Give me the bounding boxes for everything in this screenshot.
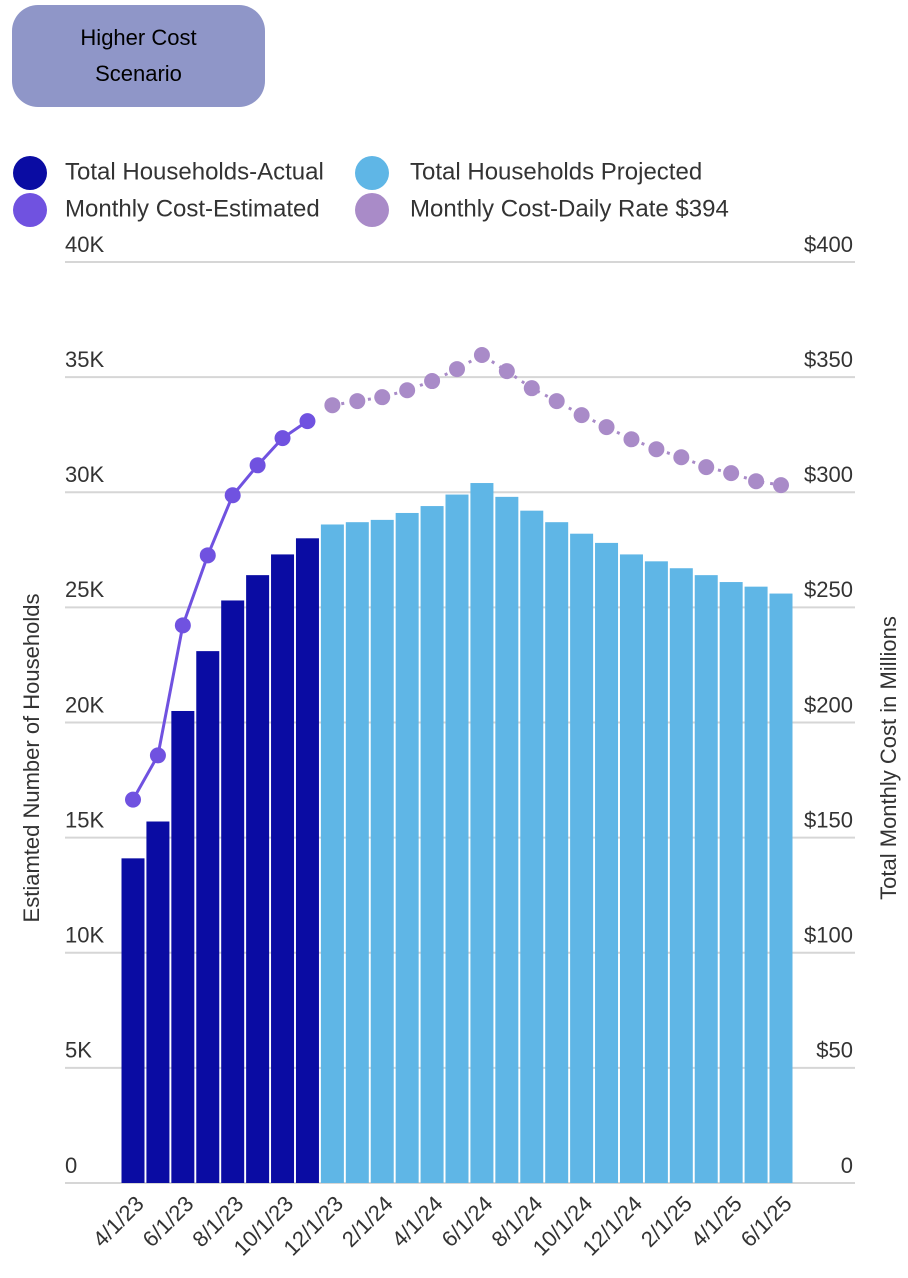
point — [498, 363, 515, 380]
point — [424, 373, 441, 390]
point — [648, 441, 665, 458]
y2-tick-label: $200 — [804, 692, 853, 717]
scenario-button[interactable]: Higher Cost Scenario — [12, 5, 265, 107]
x-tick-label: 4/1/23 — [88, 1191, 149, 1252]
bar — [619, 554, 643, 1183]
bar — [345, 522, 369, 1183]
x-tick-label: 4/1/25 — [686, 1191, 747, 1252]
legend-swatch — [355, 156, 389, 190]
point — [548, 393, 565, 410]
legend-label: Total Households Projected — [410, 158, 702, 185]
y-tick-label: 35K — [65, 347, 104, 372]
y-tick-label: 0 — [65, 1153, 77, 1178]
point — [673, 449, 690, 466]
legend-swatch — [13, 193, 47, 227]
point — [149, 747, 166, 764]
y2-tick-label: $250 — [804, 577, 853, 602]
point — [523, 380, 540, 397]
x-tick-label: 6/1/25 — [736, 1191, 797, 1252]
x-tick-label: 6/1/23 — [138, 1191, 199, 1252]
point — [399, 382, 416, 399]
bar — [445, 494, 469, 1183]
point — [723, 465, 740, 482]
bar — [295, 538, 319, 1183]
bar — [570, 533, 594, 1183]
point — [174, 617, 191, 634]
point — [249, 457, 266, 474]
bar — [470, 483, 494, 1183]
point — [698, 459, 715, 476]
point — [623, 431, 640, 448]
bar — [196, 651, 220, 1183]
y2-tick-label: 0 — [841, 1153, 853, 1178]
point — [199, 547, 216, 564]
bar — [719, 582, 743, 1183]
bar — [246, 575, 270, 1183]
point — [449, 361, 465, 378]
x-tick-label: 4/1/24 — [387, 1191, 448, 1252]
bar — [595, 542, 619, 1183]
y-tick-label: 30K — [65, 462, 104, 487]
bar — [221, 600, 245, 1183]
legend-label: Monthly Cost-Estimated — [65, 195, 320, 222]
y-tick-label: 20K — [65, 692, 104, 717]
y2-tick-label: $300 — [804, 462, 853, 487]
bar — [669, 568, 693, 1183]
legend-swatch — [13, 156, 47, 190]
bar — [744, 586, 768, 1183]
x-tick-label: 2/1/24 — [337, 1191, 398, 1252]
bar — [644, 561, 668, 1183]
y2-tick-label: $150 — [804, 807, 853, 832]
legend-label: Monthly Cost-Daily Rate $394 — [410, 195, 729, 222]
x-tick-label: 6/1/24 — [437, 1191, 498, 1252]
bar — [420, 506, 444, 1183]
point — [125, 791, 141, 808]
bar — [520, 510, 544, 1183]
legend-label: Total Households-Actual — [65, 158, 324, 185]
point — [349, 393, 366, 410]
y-axis-title: Estiamted Number of Households — [19, 594, 44, 923]
bar — [146, 821, 170, 1183]
y-tick-label: 25K — [65, 577, 104, 602]
bar — [395, 512, 419, 1183]
point — [299, 413, 316, 430]
y-tick-label: 40K — [65, 232, 104, 257]
bar — [370, 519, 394, 1183]
bar — [171, 710, 195, 1183]
point — [324, 397, 341, 414]
point — [374, 389, 391, 406]
y-tick-label: 15K — [65, 807, 104, 832]
y-tick-label: 10K — [65, 923, 104, 948]
x-tick-label: 2/1/25 — [636, 1191, 697, 1252]
point — [224, 487, 241, 504]
y-tick-label: 5K — [65, 1038, 92, 1063]
y2-axis-title: Total Monthly Cost in Millions — [876, 616, 901, 900]
point — [573, 407, 590, 424]
bar — [769, 593, 793, 1183]
y2-tick-label: $50 — [816, 1038, 853, 1063]
y2-tick-label: $350 — [804, 347, 853, 372]
bar — [271, 554, 295, 1183]
point — [773, 477, 789, 494]
bar — [495, 496, 519, 1184]
legend-swatch — [355, 193, 389, 227]
bar — [320, 524, 344, 1183]
point — [598, 419, 615, 436]
point — [748, 473, 765, 490]
bar — [694, 575, 718, 1183]
bar — [545, 522, 569, 1183]
y2-tick-label: $100 — [804, 923, 853, 948]
point — [274, 430, 291, 447]
button-label: Higher Cost Scenario — [80, 25, 197, 86]
y2-tick-label: $400 — [804, 232, 853, 257]
point — [473, 347, 490, 364]
bar — [121, 858, 145, 1183]
